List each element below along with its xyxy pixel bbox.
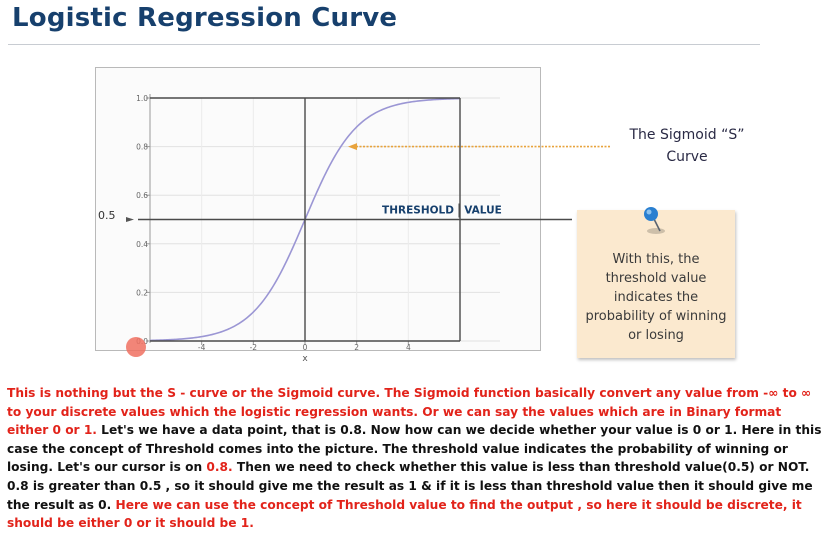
plot-frame (95, 67, 541, 351)
value-label: VALUE (464, 205, 502, 217)
sigmoid-callout-line2: Curve (666, 149, 708, 165)
explanation-part-5: Here we can use the concept of Threshold… (7, 497, 802, 531)
x-tick-label: 0 (303, 343, 308, 352)
y-tick-label: 1.0 (136, 94, 148, 103)
cursor-highlight (126, 337, 146, 357)
y-marker-arrow-icon (126, 217, 134, 222)
title-divider (8, 44, 760, 45)
push-pin-icon (644, 207, 665, 234)
y-tick-label: 0.2 (136, 288, 148, 297)
y-tick-label: 0.6 (136, 191, 148, 200)
x-axis-label: x (302, 354, 308, 364)
explanation-part-2: Let's we have a data point, that is 0.8.… (7, 423, 822, 475)
slide-title: Logistic Regression Curve (12, 3, 398, 33)
explanation-part-1: This is nothing but the S - curve or the… (7, 386, 812, 438)
sticky-note: With this, the threshold value indicates… (577, 210, 735, 358)
arrow-head-icon (348, 143, 357, 151)
threshold-y-marker: 0.5 (98, 209, 116, 222)
explanation-text: This is nothing but the S - curve or the… (7, 384, 825, 533)
sticky-note-text: With this, the threshold value indicates… (577, 250, 735, 345)
x-tick-label: -2 (250, 343, 258, 352)
threshold-label: THRESHOLD (382, 205, 454, 217)
note-line: With this, the (612, 252, 700, 267)
x-tick-label: -4 (198, 343, 206, 352)
note-line: probability of winning (585, 309, 727, 324)
x-tick-label: 2 (354, 343, 359, 352)
y-tick-label: 0.4 (136, 240, 148, 249)
note-line: indicates the (613, 290, 699, 305)
note-line: or losing (628, 328, 684, 343)
sigmoid-curve-callout: The Sigmoid “S” Curve (612, 124, 762, 168)
sigmoid-callout-line1: The Sigmoid “S” (629, 127, 745, 143)
note-line: threshold value (605, 271, 707, 286)
explanation-highlight-value: 0.8. (206, 460, 233, 475)
x-tick-label: 4 (406, 343, 411, 352)
y-tick-label: 0.8 (136, 143, 148, 152)
slide: Logistic Regression Curve 0.00.20.40.60.… (8, 3, 762, 364)
explanation-part-4: Then we need to check whether this value… (7, 460, 813, 512)
